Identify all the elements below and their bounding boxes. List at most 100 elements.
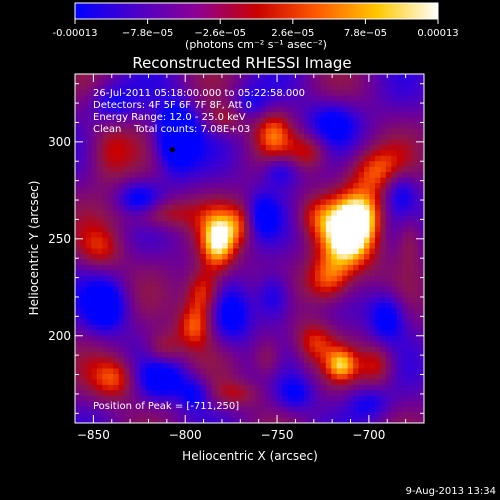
heatmap-cell [233,95,239,102]
heatmap-cell [304,155,310,162]
heatmap-cell [396,84,403,91]
heatmap-cell [413,155,419,162]
heatmap-cell [178,253,185,260]
heatmap-cell [271,379,278,386]
heatmap-cell [178,368,185,375]
heatmap-cell [91,226,98,233]
heatmap-cell [222,161,229,168]
heatmap-cell [205,215,212,222]
heatmap-cell [331,172,338,179]
heatmap-cell [75,150,81,157]
heatmap-cell [156,204,163,211]
heatmap-cell [402,74,409,80]
heatmap-cell [156,330,163,337]
heatmap-cell [298,123,305,129]
heatmap-cell [178,270,185,277]
heatmap-cell [194,79,201,86]
heatmap-cell [96,117,103,124]
heatmap-cell [369,253,376,260]
heatmap-cell [134,401,141,408]
heatmap-cell [364,221,370,228]
heatmap-cell [211,215,218,222]
x-tick-label: −700 [352,428,385,442]
heatmap-cell [304,412,310,418]
heatmap-cell [162,259,169,266]
heatmap-cell [96,74,103,80]
heatmap-cell [254,84,261,91]
heatmap-cell [254,264,261,271]
heatmap-cell [282,193,289,200]
heatmap-cell [107,406,114,413]
heatmap-cell [358,401,365,408]
heatmap-cell [145,357,152,364]
heatmap-cell [254,248,261,255]
heatmap-cell [107,264,114,271]
heatmap-cell [325,84,332,91]
heatmap-cell [194,352,201,358]
heatmap-cell [336,112,343,119]
heatmap-cell [396,79,403,86]
heatmap-cell [145,199,152,206]
heatmap-cell [107,139,114,146]
heatmap-cell [162,390,169,397]
heatmap-cell [140,139,147,146]
heatmap-cell [325,144,332,151]
heatmap-cell [418,390,425,397]
heatmap-cell [216,297,223,304]
heatmap-cell [129,243,136,249]
heatmap-cell [140,204,147,211]
heatmap-cell [336,346,343,353]
heatmap-cell [413,183,419,189]
heatmap-cell [320,84,327,91]
heatmap-cell [271,270,278,277]
heatmap-cell [342,330,349,337]
heatmap-cell [396,286,403,293]
heatmap-cell [364,313,370,320]
heatmap-cell [167,412,174,418]
heatmap-cell [96,368,103,375]
heatmap-cell [118,417,125,424]
heatmap-cell [347,406,354,413]
heatmap-cell [178,248,185,255]
heatmap-cell [211,373,218,380]
heatmap-cell [134,390,141,397]
heatmap-cell [178,101,185,108]
heatmap-cell [145,412,152,418]
heatmap-cell [102,155,109,162]
heatmap-cell [151,368,158,375]
heatmap-cell [233,264,239,271]
heatmap-cell [320,128,327,135]
heatmap-cell [282,133,289,140]
heatmap-cell [271,95,278,102]
heatmap-cell [233,166,239,173]
heatmap-cell [304,95,310,102]
heatmap-cell [293,259,299,266]
heatmap-cell [134,112,141,119]
heatmap-cell [249,270,256,277]
heatmap-cell [200,335,207,342]
heatmap-cell [320,248,327,255]
heatmap-cell [282,248,289,255]
heatmap-cell [276,155,283,162]
heatmap-cell [211,155,218,162]
heatmap-cell [287,259,294,266]
heatmap-cell [353,401,359,408]
heatmap-cell [325,188,332,195]
heatmap-cell [200,308,207,315]
heatmap-cell [205,79,212,86]
heatmap-cell [113,193,120,200]
heatmap-cell [298,139,305,146]
heatmap-cell [293,357,299,364]
heatmap-cell [222,243,229,249]
heatmap-cell [167,117,174,124]
heatmap-cell [85,390,92,397]
heatmap-cell [282,406,289,413]
heatmap-cell [369,166,376,173]
heatmap-cell [347,264,354,271]
heatmap-cell [298,161,305,168]
heatmap-cell [200,243,207,249]
heatmap-cell [254,308,261,315]
heatmap-cell [309,357,316,364]
heatmap-cell [233,117,239,124]
heatmap-cell [249,150,256,157]
